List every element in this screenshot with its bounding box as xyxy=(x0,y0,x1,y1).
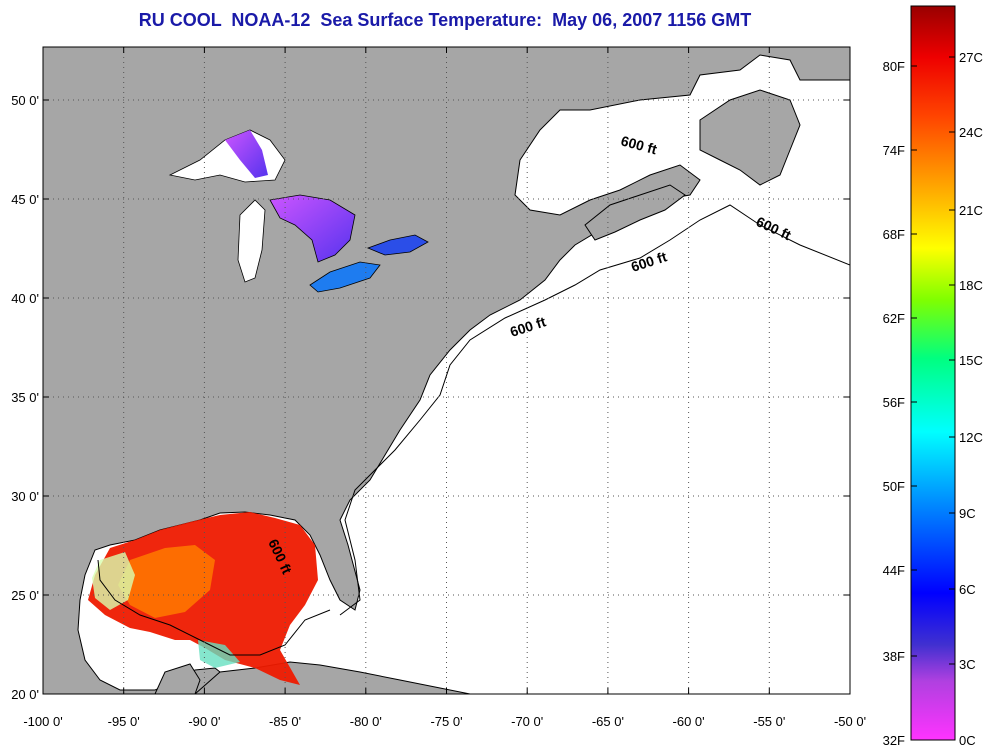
gulf-sst-teal xyxy=(198,640,240,668)
land-yucatan xyxy=(154,663,201,694)
lake-huron xyxy=(269,194,356,263)
lon-tick-label: -65 0' xyxy=(592,714,624,729)
colorbar-c-label: 6C xyxy=(959,582,976,597)
colorbar-f-label: 62F xyxy=(883,311,905,326)
colorbar-f-label: 68F xyxy=(883,227,905,242)
lat-tick-label: 20 0' xyxy=(11,687,39,702)
isobath-600ft xyxy=(339,204,850,616)
isobath-600ft-gulf xyxy=(97,559,331,656)
lat-tick-label: 25 0' xyxy=(11,588,39,603)
lat-tick-label: 50 0' xyxy=(11,93,39,108)
lon-tick-label: -80 0' xyxy=(350,714,382,729)
lat-tick-label: 45 0' xyxy=(11,192,39,207)
great-lakes xyxy=(168,129,429,293)
lake-michigan xyxy=(237,199,266,283)
colorbar-c-label: 15C xyxy=(959,353,983,368)
land-nova-scotia xyxy=(584,184,686,241)
lake-superior-sst xyxy=(225,130,268,178)
lon-tick-label: -95 0' xyxy=(108,714,140,729)
colorbar-f-label: 56F xyxy=(883,395,905,410)
colorbar-f-label: 44F xyxy=(883,563,905,578)
lon-tick-label: -55 0' xyxy=(753,714,785,729)
lon-tick-label: -60 0' xyxy=(673,714,705,729)
map-plot-area: 600 ft 600 ft 600 ft 600 ft 600 ft xyxy=(43,47,850,694)
colorbar xyxy=(910,5,956,741)
colorbar-c-label: 3C xyxy=(959,657,976,672)
gulf-sst-cool xyxy=(92,552,135,610)
colorbar-c-label: 9C xyxy=(959,506,976,521)
lat-tick-label: 40 0' xyxy=(11,291,39,306)
lat-tick-label: 35 0' xyxy=(11,390,39,405)
colorbar-f-label: 32F xyxy=(883,733,905,748)
map-title: RU COOL NOAA-12 Sea Surface Temperature:… xyxy=(138,10,752,30)
colorbar-ticks: 80F 74F 68F 62F 56F 50F 44F 38F 32F 27C 24C 21C 18C 1… xyxy=(883,50,983,748)
colorbar-c-label: 21C xyxy=(959,203,983,218)
colorbar-c-label: 27C xyxy=(959,50,983,65)
colorbar-f-label: 38F xyxy=(883,649,905,664)
land-newfoundland xyxy=(699,89,801,186)
colorbar-f-label: 50F xyxy=(883,479,905,494)
lon-tick-label: -85 0' xyxy=(269,714,301,729)
map-axes: -100 0' -95 0' -90 0' -85 0' -80 0' -75 0' -70… xyxy=(11,47,866,729)
lat-tick-label: 30 0' xyxy=(11,489,39,504)
colorbar-c-label: 0C xyxy=(959,733,976,748)
lon-tick-label: -75 0' xyxy=(430,714,462,729)
lon-tick-label: -50 0' xyxy=(834,714,866,729)
colorbar-c-label: 24C xyxy=(959,125,983,140)
lon-tick-label: -100 0' xyxy=(23,714,62,729)
lake-erie xyxy=(309,261,381,293)
colorbar-c-label: 18C xyxy=(959,278,983,293)
lon-tick-label: -70 0' xyxy=(511,714,543,729)
gulf-sst-orange xyxy=(118,545,215,618)
lake-ontario xyxy=(366,234,429,256)
colorbar-c-label: 12C xyxy=(959,430,983,445)
colorbar-f-label: 80F xyxy=(883,59,905,74)
colorbar-f-label: 74F xyxy=(883,143,905,158)
land-north-america xyxy=(43,47,850,694)
lon-tick-label: -90 0' xyxy=(188,714,220,729)
